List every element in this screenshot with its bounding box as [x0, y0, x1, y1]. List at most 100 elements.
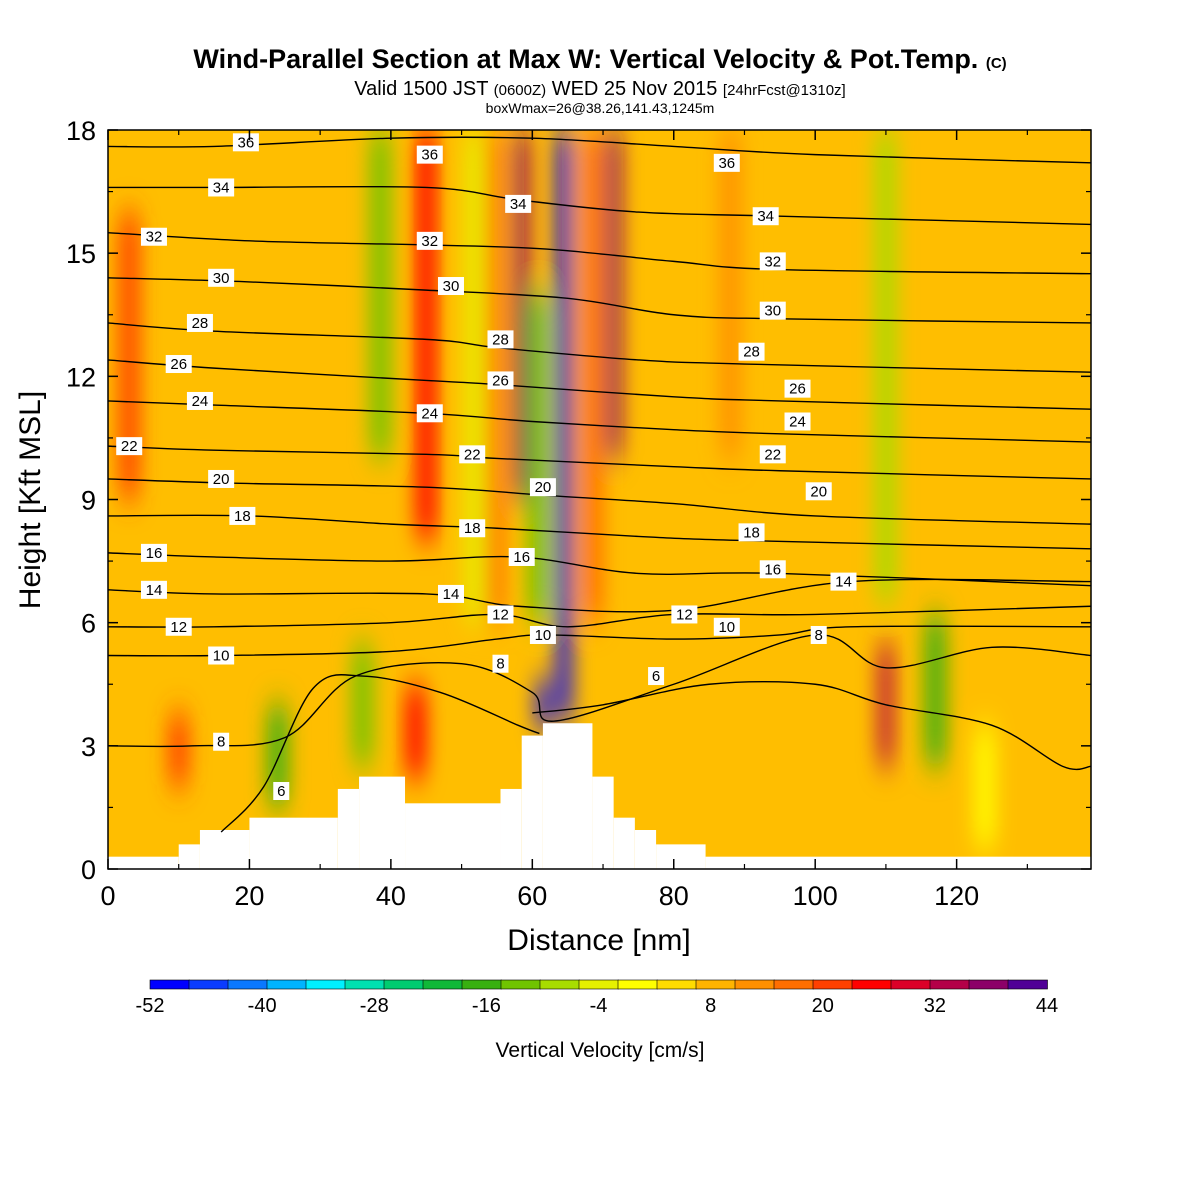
contour-label: 14 — [140, 580, 167, 599]
colorbar-swatch — [773, 979, 814, 990]
svg-text:36: 36 — [238, 134, 255, 151]
terrain-step — [634, 829, 657, 869]
svg-text:12: 12 — [170, 619, 187, 636]
chart-subnote: boxWmax=26@38.26,141.43,1245m — [485, 100, 715, 116]
isentrope-line — [108, 634, 1091, 748]
svg-text:32: 32 — [146, 229, 163, 246]
contour-label: 34 — [752, 207, 779, 226]
svg-text:26: 26 — [492, 372, 509, 389]
svg-text:22: 22 — [121, 438, 138, 455]
colorbar-swatch — [344, 979, 385, 990]
svg-text:10: 10 — [213, 648, 230, 665]
velocity-feature — [557, 130, 572, 722]
title-block: Wind-Parallel Section at Max W: Vertical… — [0, 44, 1200, 115]
contour-label: 18 — [229, 506, 256, 525]
contour-label: 36 — [713, 153, 740, 172]
contour-label: 10 — [208, 646, 235, 665]
chart-subtitle: Valid 1500 JST (0600Z) WED 25 Nov 2015 [… — [354, 78, 846, 100]
svg-text:24: 24 — [192, 393, 209, 410]
y-axis-label: Height [Kft MSL] — [14, 391, 47, 609]
contour-label: 16 — [140, 543, 167, 562]
colorbar-swatch — [305, 979, 346, 990]
svg-text:22: 22 — [764, 446, 781, 463]
colorbar-tick-label: -52 — [136, 995, 165, 1017]
svg-text:20: 20 — [810, 483, 827, 500]
contour-label: 20 — [529, 478, 556, 497]
colorbar-tick-label: -40 — [248, 995, 277, 1017]
colorbar-label: Vertical Velocity [cm/s] — [496, 1039, 705, 1062]
contour-label: 30 — [437, 277, 464, 296]
terrain-step — [613, 817, 635, 869]
contour-label: 30 — [208, 268, 235, 287]
chart-title-unit: (C) — [985, 55, 1007, 72]
svg-text:14: 14 — [835, 574, 852, 591]
contour-label: 30 — [759, 301, 786, 320]
contour-label: 32 — [140, 227, 167, 246]
x-tick-label: 0 — [100, 881, 115, 911]
svg-text:8: 8 — [217, 734, 225, 751]
contour-label: 28 — [487, 330, 514, 349]
contour-label: 8 — [492, 654, 509, 673]
colorbar-swatch — [656, 979, 697, 990]
contour-labels: 36 36 36 34 34 34 32 32 32 30 30 30 28 28 28 26 26 26 24 24… — [116, 133, 857, 800]
contour-label: 16 — [508, 547, 535, 566]
svg-text:30: 30 — [764, 303, 781, 320]
x-axis-label: Distance [nm] — [507, 924, 690, 957]
contour-label: 32 — [759, 252, 786, 271]
colorbar-swatch — [1007, 979, 1048, 990]
contour-label: 8 — [213, 732, 230, 751]
svg-text:24: 24 — [789, 413, 806, 430]
terrain-step — [178, 844, 200, 869]
colorbar-swatch — [968, 979, 1009, 990]
colorbar: -52 -40 -28 -16 -4 8 20 32 44 — [136, 979, 1058, 1017]
subtitle-zulu: (0600Z) — [493, 82, 547, 99]
svg-text:28: 28 — [743, 344, 760, 361]
contour-label: 16 — [759, 560, 786, 579]
isentrope-line — [108, 578, 1091, 613]
contour-label: 14 — [830, 572, 857, 591]
colorbar-swatch — [734, 979, 775, 990]
velocity-feature — [720, 130, 741, 459]
contour-label: 22 — [759, 445, 786, 464]
x-tick-label: 80 — [659, 881, 689, 911]
contour-label: 26 — [784, 379, 811, 398]
contour-label: 20 — [805, 482, 832, 501]
isentrope-line — [108, 605, 1091, 628]
colorbar-swatch — [851, 979, 892, 990]
velocity-feature — [527, 294, 548, 623]
svg-text:12: 12 — [492, 606, 509, 623]
velocity-feature — [974, 725, 995, 849]
terrain-step — [199, 829, 250, 869]
contour-label: 36 — [416, 145, 443, 164]
terrain-step — [359, 776, 406, 869]
colorbar-swatch — [422, 979, 463, 990]
velocity-feature — [514, 130, 529, 500]
velocity-feature — [267, 704, 288, 808]
contour-label: 24 — [186, 391, 213, 410]
isentrope-line — [108, 231, 1091, 275]
svg-text:34: 34 — [757, 208, 774, 225]
colorbar-swatch — [539, 979, 580, 990]
velocity-feature — [416, 130, 437, 541]
terrain-step — [705, 856, 1091, 869]
isentrope-line — [108, 445, 1091, 480]
colorbar-swatch — [500, 979, 541, 990]
velocity-feature — [370, 130, 391, 459]
contour-label: 36 — [232, 133, 259, 152]
svg-text:36: 36 — [718, 155, 735, 172]
x-tick-label: 60 — [517, 881, 547, 911]
contour-label: 26 — [165, 355, 192, 374]
svg-text:26: 26 — [170, 356, 187, 373]
contour-label: 10 — [529, 625, 556, 644]
velocity-feature — [582, 130, 603, 623]
colorbar-tick-label: -28 — [360, 995, 389, 1017]
colorbar-tick-label: 20 — [812, 995, 834, 1017]
velocity-feature — [925, 614, 946, 767]
contour-label: 34 — [208, 178, 235, 197]
svg-text:28: 28 — [192, 315, 209, 332]
contour-label: 12 — [671, 605, 698, 624]
isentrope-line — [108, 625, 1091, 657]
colorbar-swatch — [929, 979, 970, 990]
colorbar-swatch — [812, 979, 853, 990]
svg-text:32: 32 — [421, 233, 438, 250]
